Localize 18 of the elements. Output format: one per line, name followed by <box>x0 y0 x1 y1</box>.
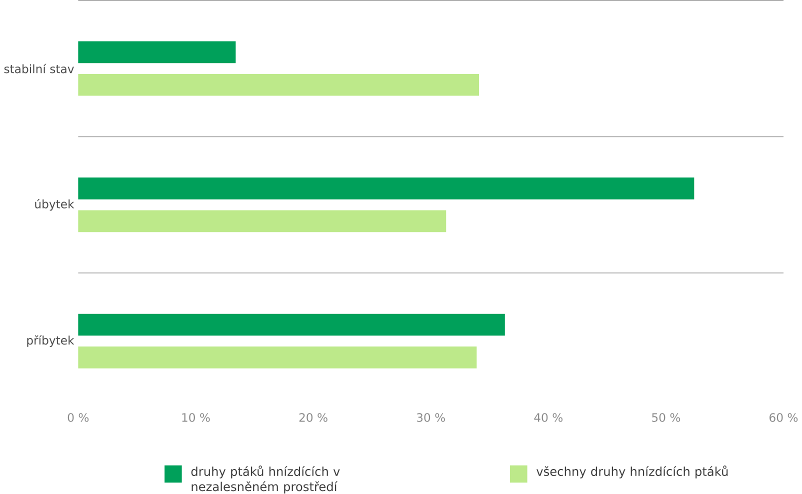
legend-label: všechny druhy hnízdících ptáků <box>536 466 728 479</box>
bar <box>78 74 480 96</box>
y-tick-label: úbytek <box>35 199 74 211</box>
legend-label: druhy ptáků hnízdících v nezalesněném prostředí <box>191 466 340 494</box>
bar <box>78 346 477 369</box>
x-tick-label: 10 % <box>182 413 210 422</box>
bar <box>78 42 236 64</box>
bar <box>78 210 446 232</box>
x-tick-label: 50 % <box>652 413 680 422</box>
x-tick-label: 40 % <box>534 413 563 422</box>
x-tick-label: 60 % <box>770 413 798 422</box>
y-tick-label: příbytek <box>27 335 74 348</box>
y-tick-label: stabilní stav <box>4 64 74 74</box>
x-tick-label: 0 % <box>68 413 89 422</box>
x-tick-label: 30 % <box>416 413 445 422</box>
bar <box>78 314 505 336</box>
x-tick-label: 20 % <box>299 413 328 422</box>
bar <box>78 178 694 200</box>
